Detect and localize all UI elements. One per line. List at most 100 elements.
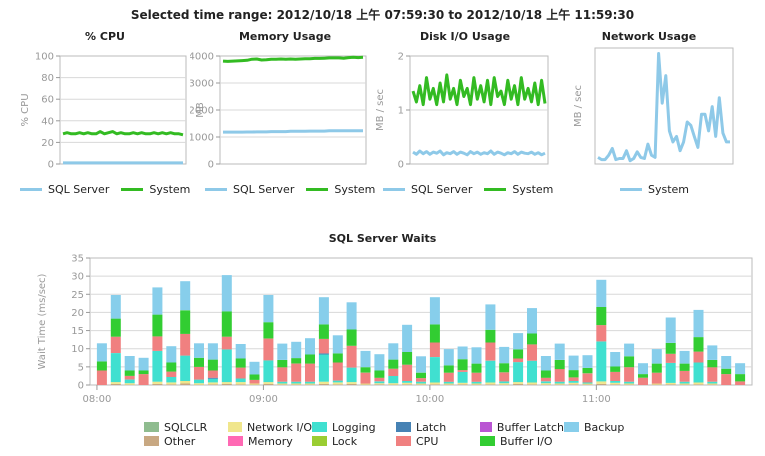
waits-bar-backup [416, 356, 426, 373]
network-plot-frame [594, 47, 734, 165]
waits-bar-buffer-i-o [374, 370, 385, 378]
waits-bar-network-i-o [457, 382, 468, 385]
waits-bar-buffer-i-o [610, 366, 621, 372]
waits-bar-cpu [416, 378, 426, 382]
waits-bar-other [374, 384, 385, 385]
waits-bar-other [402, 384, 413, 385]
waits-bar-network-i-o [665, 382, 676, 385]
waits-bar-cpu [249, 379, 260, 384]
waits-bar-network-i-o [194, 383, 204, 385]
waits-bar-backup [388, 343, 399, 360]
cpu-legend-label: System [149, 183, 191, 196]
cpu-chart-title: % CPU [85, 30, 125, 43]
waits-bar-buffer-i-o [291, 358, 302, 364]
waits-bar-other [207, 384, 218, 385]
waits-legend-item: Memory [228, 434, 312, 448]
waits-ytick-label: 30 [71, 272, 84, 283]
memory-chart-title: Memory Usage [238, 30, 332, 43]
waits-bar-buffer-i-o [138, 370, 149, 375]
waits-legend-item: Buffer Latch [480, 420, 564, 434]
disk-ytick-label: 2 [398, 52, 404, 63]
waits-legend-swatch [312, 436, 327, 446]
waits-bar-backup [291, 341, 302, 359]
waits-bar-logging [291, 381, 302, 384]
waits-bar-network-i-o [346, 382, 357, 384]
waits-bar-buffer-i-o [721, 368, 732, 375]
memory-ytick-label: 4000 [190, 52, 214, 63]
cpu-ytick-label: 80 [41, 73, 54, 84]
waits-bar-other [221, 383, 232, 385]
waits-legend-swatch [480, 436, 495, 446]
cpu-plot-frame [59, 55, 187, 165]
cpu-legend-swatch [121, 188, 144, 191]
waits-bar-cpu [96, 370, 107, 385]
waits-legend-swatch [228, 422, 242, 432]
waits-legend-item: CPU [396, 434, 480, 448]
waits-bar-network-i-o [429, 382, 440, 385]
waits-bar-buffer-i-o [263, 322, 274, 339]
waits-bar-backup [305, 338, 315, 355]
waits-bar-backup [124, 356, 135, 371]
waits-bar-other [110, 383, 121, 385]
waits-bar-backup [166, 346, 177, 363]
waits-bar-cpu [513, 358, 524, 363]
waits-bar-network-i-o [693, 382, 704, 385]
waits-xtick-label: 10:00 [415, 394, 444, 405]
cpu-ytick-label: 60 [41, 95, 54, 106]
waits-bar-buffer-i-o [457, 359, 468, 371]
waits-bar-network-i-o [110, 382, 121, 384]
waits-bar-cpu [638, 377, 648, 385]
waits-bar-backup [651, 349, 662, 364]
waits-bar-buffer-i-o [665, 342, 676, 354]
waits-bar-buffer-i-o [554, 360, 565, 370]
waits-bar-network-i-o [249, 383, 260, 385]
waits-bar-other [180, 383, 191, 385]
waits-bar-backup [721, 356, 732, 369]
waits-legend-swatch [144, 422, 159, 432]
waits-xtick-label: 09:00 [249, 394, 278, 405]
cpu-ylabel: % CPU [20, 93, 31, 126]
waits-bar-backup [554, 343, 565, 360]
network-legend-swatch [620, 188, 642, 191]
waits-bar-network-i-o [485, 382, 496, 385]
selected-time-range-title: Selected time range: 2012/10/18 上午 07:59… [130, 8, 635, 22]
waits-bar-backup [277, 343, 288, 360]
waits-bar-buffer-i-o [360, 367, 371, 373]
waits-legend-label: Other [164, 434, 196, 448]
waits-bar-buffer-i-o [305, 354, 315, 364]
disk-legend-label: System [512, 183, 554, 196]
waits-legend-swatch [312, 422, 327, 432]
waits-bar-cpu [277, 367, 288, 382]
waits-bar-logging [166, 377, 177, 383]
waits-bar-backup [679, 350, 690, 364]
waits-bar-buffer-i-o [402, 352, 413, 365]
waits-ytick-label: 0 [78, 381, 84, 392]
waits-bar-buffer-i-o [707, 360, 718, 368]
waits-legend-label: Buffer Latch [496, 420, 564, 434]
waits-bar-backup [194, 343, 204, 358]
waits-bar-network-i-o [540, 383, 551, 385]
waits-bar-network-i-o [610, 382, 621, 385]
network-ylabel: MB / sec [573, 85, 584, 127]
waits-bar-network-i-o [221, 382, 232, 384]
waits-bar-logging [152, 350, 163, 382]
waits-bar-network-i-o [416, 383, 426, 385]
cpu-ytick-label: 0 [48, 160, 54, 171]
waits-bar-network-i-o [124, 383, 135, 385]
waits-bar-network-i-o [318, 381, 329, 384]
memory-ytick-label: 1000 [190, 133, 214, 144]
waits-bar-buffer-i-o [568, 370, 579, 378]
waits-bar-cpu [582, 373, 593, 383]
waits-bar-logging [374, 381, 385, 384]
waits-bar-backup [527, 308, 537, 334]
waits-bar-buffer-i-o [443, 365, 454, 373]
waits-bar-cpu [291, 363, 302, 382]
waits-bar-cpu [554, 369, 565, 382]
waits-legend-label: Network I/O [246, 420, 312, 434]
waits-legend-label: Lock [332, 434, 358, 448]
cpu-ytick-label: 20 [41, 138, 54, 149]
waits-bar-buffer-i-o [499, 363, 510, 373]
waits-bar-cpu [610, 371, 621, 381]
disk-chart-title: Disk I/O Usage [419, 30, 511, 43]
waits-bar-cpu [596, 325, 607, 342]
